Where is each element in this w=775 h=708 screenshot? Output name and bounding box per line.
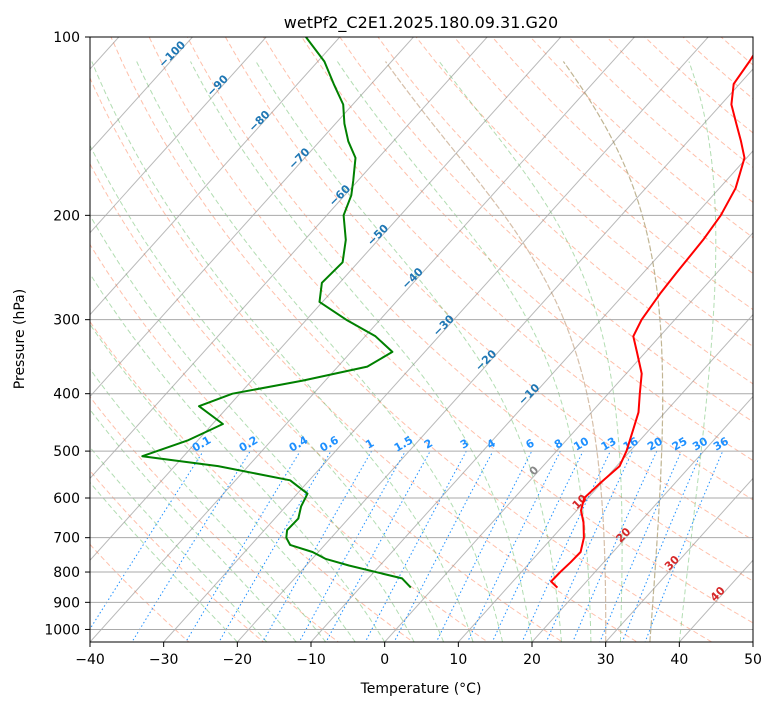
moist-adiabat <box>678 61 717 642</box>
dry-adiabat <box>453 37 753 311</box>
x-tick-label: 0 <box>380 652 389 668</box>
moist-adiabat <box>90 446 268 642</box>
isotherm <box>90 37 341 316</box>
y-tick-label: 800 <box>53 565 80 581</box>
dewpoint-profile <box>141 37 412 589</box>
x-axis: −40 −30 −20 −10 0 10 20 30 40 50 <box>75 642 762 668</box>
moist-adiabat <box>90 272 386 642</box>
y-tick-label: 600 <box>53 491 80 507</box>
x-tick-label: 10 <box>449 652 467 668</box>
profile-lines <box>141 37 753 589</box>
theta-e-curve <box>385 61 607 642</box>
isotherm <box>90 37 267 234</box>
dry-adiabat <box>90 162 564 642</box>
x-axis-title: Temperature (°C) <box>360 681 482 697</box>
y-tick-label: 200 <box>53 208 80 224</box>
isotherm <box>384 232 753 642</box>
dry-adiabat <box>415 37 753 348</box>
y-tick-label: 100 <box>53 30 80 46</box>
isotherm <box>236 68 753 642</box>
dry-adiabat <box>90 243 489 642</box>
y-tick-label: 400 <box>53 387 80 403</box>
isotherm <box>457 313 753 642</box>
dry-adiabat <box>301 37 753 462</box>
dry-adiabat <box>148 37 753 624</box>
x-tick-label: −10 <box>296 652 326 668</box>
x-tick-label: 20 <box>523 652 541 668</box>
x-tick-label: −40 <box>75 652 105 668</box>
dry-adiabat <box>186 37 753 582</box>
moist-adiabat <box>336 61 592 642</box>
y-tick-label: 1000 <box>44 622 80 638</box>
isotherm <box>163 37 709 642</box>
moist-adiabat <box>90 144 445 642</box>
x-tick-label: −20 <box>223 652 253 668</box>
x-tick-label: 30 <box>597 652 615 668</box>
y-tick-label: 900 <box>53 595 80 611</box>
moist-adiabat <box>438 61 623 642</box>
moist-adiabat <box>90 481 238 642</box>
x-tick-label: 40 <box>670 652 688 668</box>
dry-adiabat <box>110 37 713 642</box>
isotherm <box>605 477 753 642</box>
isotherm <box>90 37 488 480</box>
dry-adiabat <box>90 76 638 642</box>
moist-adiabat <box>136 61 503 642</box>
dry-adiabat <box>339 37 753 423</box>
dry-adiabat <box>90 396 340 642</box>
y-tick-label: 500 <box>53 444 80 460</box>
temperature-profile <box>550 53 753 589</box>
moist-adiabat <box>91 61 474 642</box>
y-tick-label: 700 <box>53 531 80 547</box>
theta-e-curve <box>562 61 664 642</box>
y-axis-title: Pressure (hPa) <box>12 289 28 389</box>
y-axis: 100 200 300 400 500 600 700 800 900 1000 <box>44 30 90 638</box>
moist-adiabat <box>190 61 533 642</box>
isotherm <box>90 37 562 561</box>
y-tick-label: 300 <box>53 313 80 329</box>
dry-adiabat <box>90 320 414 642</box>
x-tick-label: −30 <box>149 652 179 668</box>
chart-title: wetPf2_C2E1.2025.180.09.31.G20 <box>284 13 558 33</box>
dry-adiabat <box>90 470 265 642</box>
x-tick-label: 50 <box>744 652 762 668</box>
plot-frame <box>89 36 754 643</box>
moist-adiabat <box>255 61 562 642</box>
dry-adiabat <box>262 37 753 501</box>
moist-adiabat <box>90 214 415 642</box>
isotherm <box>90 37 415 398</box>
isotherm <box>531 395 753 642</box>
moist-adiabat <box>90 323 356 642</box>
isotherm <box>90 37 194 152</box>
moist-adiabat <box>90 368 327 642</box>
isotherm <box>310 150 753 642</box>
